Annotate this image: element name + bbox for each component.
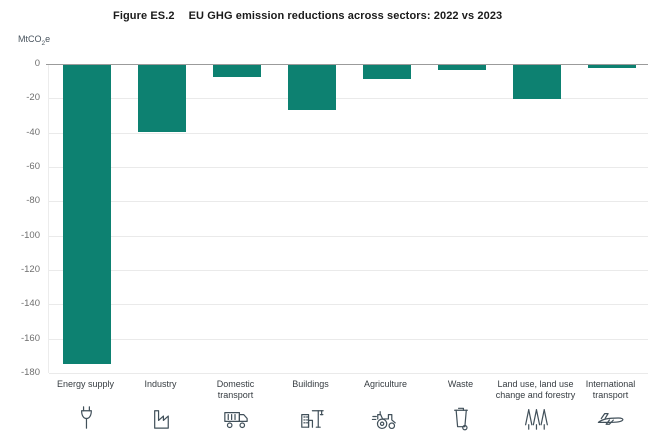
gridline (49, 132, 648, 134)
gridline (49, 235, 648, 237)
bar-domestic-transport (212, 65, 261, 78)
gridline (49, 167, 648, 168)
category-label: Industry (144, 379, 177, 389)
category-buildings: Buildings (273, 377, 348, 437)
y-tick-label: -40 (26, 126, 40, 138)
category-land-use-land-use-change-and-forestry: Land use, land use change and forestry (496, 377, 575, 437)
bar-energy-supply (62, 65, 111, 364)
category-label: Energy supply (56, 379, 115, 389)
y-tick-label: -100 (20, 229, 40, 241)
unit-subscript: 2 (41, 39, 46, 47)
category-label: Waste (447, 379, 474, 389)
gridline (49, 98, 648, 100)
y-axis-unit-label: MtCO2e (18, 34, 50, 47)
bar-industry (137, 65, 186, 132)
bar-international-transport (587, 65, 636, 69)
y-tick-label: -60 (26, 161, 40, 172)
category-label: Agriculture (363, 379, 408, 389)
plot-area (46, 64, 648, 374)
gridline (49, 338, 648, 340)
trees-icon (520, 400, 551, 435)
bar-agriculture (362, 65, 411, 79)
y-tick-label: -140 (20, 298, 40, 310)
y-tick-label: -120 (20, 264, 40, 275)
gridline (49, 304, 648, 306)
factory-icon (145, 400, 176, 435)
unit-prefix: MtCO (18, 34, 42, 44)
y-tick-label: -160 (20, 332, 40, 344)
category-agriculture: Agriculture (348, 377, 423, 437)
bar-waste (437, 65, 486, 71)
y-tick-label: -20 (26, 92, 40, 104)
tractor-icon (370, 400, 401, 435)
y-tick-label: -180 (20, 367, 40, 378)
y-tick-label: 0 (34, 58, 40, 69)
category-waste: Waste (423, 377, 498, 437)
category-energy-supply: Energy supply (48, 377, 123, 437)
unit-suffix: e (45, 34, 51, 44)
zero-baseline (46, 64, 648, 65)
building-crane-icon (295, 400, 326, 435)
airplane-icon (595, 400, 626, 435)
figure-title: EU GHG emission reductions across sector… (188, 10, 503, 22)
category-international-transport: International transport (573, 377, 648, 437)
category-industry: Industry (123, 377, 198, 437)
truck-icon (220, 400, 251, 435)
gridline (49, 373, 648, 374)
waste-bin-icon (445, 400, 476, 435)
x-axis: Energy supply Industry Domestic transport Bu… (48, 377, 648, 437)
bar-buildings (287, 65, 336, 110)
figure-label: Figure ES.2 (113, 10, 175, 22)
gridline (49, 270, 648, 271)
category-label: Land use, land use change and forestry (495, 379, 576, 400)
category-label: Domestic transport (216, 379, 255, 400)
category-label: International transport (585, 379, 636, 400)
category-domestic-transport: Domestic transport (198, 377, 273, 437)
plug-icon (70, 400, 101, 435)
gridline (49, 201, 648, 203)
category-label: Buildings (292, 379, 329, 389)
bar-land-use-land-use-change-and-forestry (512, 65, 561, 100)
chart-header: Figure ES.2 EU GHG emission reductions a… (113, 10, 502, 22)
y-tick-label: -80 (26, 195, 40, 207)
